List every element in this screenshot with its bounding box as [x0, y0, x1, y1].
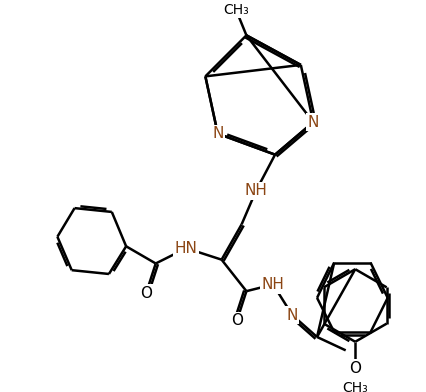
Text: O: O: [349, 361, 361, 376]
Text: O: O: [140, 286, 152, 301]
Text: HN: HN: [175, 241, 198, 256]
Text: O: O: [231, 313, 243, 328]
Text: NH: NH: [245, 183, 268, 198]
Text: CH₃: CH₃: [343, 381, 368, 392]
Text: N: N: [212, 126, 224, 141]
Text: NH: NH: [262, 277, 285, 292]
Text: N: N: [308, 115, 319, 130]
Text: N: N: [287, 308, 298, 323]
Text: CH₃: CH₃: [223, 2, 249, 16]
